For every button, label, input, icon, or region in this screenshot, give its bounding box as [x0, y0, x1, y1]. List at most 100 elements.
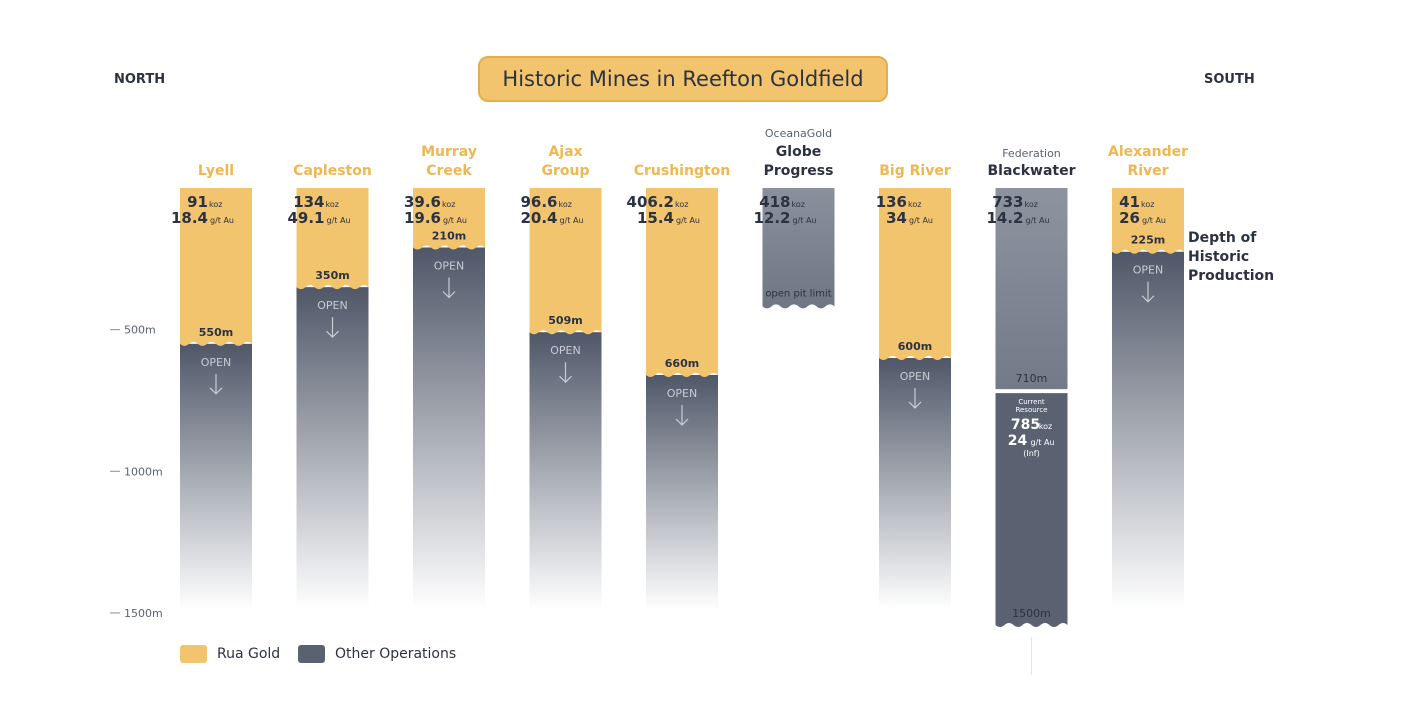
production-bar-alexander-river [1112, 188, 1184, 254]
grade-unit-crushington: g/t Au [676, 216, 700, 225]
y-tick-label-1: 1000m [124, 465, 163, 478]
mine-name-blackwater: Blackwater [988, 163, 1076, 179]
resource-grade-blackwater: 24 [1008, 433, 1028, 449]
y-tick-label-2: 1500m [124, 607, 163, 620]
resource-note-blackwater: (Inf) [1023, 449, 1040, 458]
grade-unit-murray-creek: g/t Au [443, 216, 467, 225]
depth-label-lyell: 550m [199, 326, 233, 339]
legend-swatch-other-operations [298, 645, 325, 663]
mine-name-murray-creek: Creek [426, 163, 472, 179]
production-bar-capleston [296, 188, 369, 290]
koz-unit-big-river: koz [908, 200, 921, 209]
depth-note-line-1: Historic [1188, 249, 1249, 265]
koz-value-globe-progress: 418 [759, 193, 790, 211]
grade-value-big-river: 34 [886, 209, 907, 227]
production-bar-murray-creek [413, 188, 485, 250]
open-label-murray-creek: OPEN [434, 259, 464, 272]
resource-grade-unit-blackwater: g/t Au [1031, 438, 1055, 447]
koz-unit-crushington: koz [675, 200, 688, 209]
grade-unit-lyell: g/t Au [210, 216, 234, 225]
koz-value-murray-creek: 39.6 [404, 193, 441, 211]
koz-value-crushington: 406.2 [627, 193, 674, 211]
depth-note-line-0: Depth of [1188, 230, 1257, 246]
production-bar-ajax-group [529, 188, 602, 335]
depth-label-big-river: 600m [898, 340, 932, 353]
mine-name-murray-creek: Murray [421, 144, 477, 160]
koz-unit-blackwater: koz [1025, 200, 1038, 209]
south-label: SOUTH [1204, 72, 1255, 87]
depth-label-blackwater: 710m [1016, 372, 1048, 385]
mine-name-globe-progress: Progress [764, 163, 834, 179]
grade-value-ajax-group: 20.4 [520, 209, 557, 227]
mine-name-alexander-river: Alexander [1108, 144, 1188, 160]
grade-unit-alexander-river: g/t Au [1142, 216, 1166, 225]
grade-unit-ajax-group: g/t Au [560, 216, 584, 225]
open-column-murray-creek [413, 247, 485, 611]
y-tick-label-0: 500m [124, 324, 156, 337]
koz-value-ajax-group: 96.6 [520, 193, 557, 211]
legend-label-other-operations: Other Operations [335, 646, 457, 662]
legend-swatch-rua-gold [180, 645, 207, 663]
grade-value-lyell: 18.4 [171, 209, 208, 227]
koz-unit-alexander-river: koz [1141, 200, 1154, 209]
mine-name-globe-progress: Globe [776, 144, 821, 160]
open-arrow-alexander-river [1141, 281, 1155, 303]
grade-unit-big-river: g/t Au [909, 216, 933, 225]
open-arrow-big-river [908, 387, 922, 409]
mine-name-crushington: Crushington [634, 163, 731, 179]
production-bar-lyell [180, 188, 252, 346]
chart-title-text: Historic Mines in Reefton Goldfield [502, 67, 864, 91]
north-label: NORTH [114, 72, 166, 87]
grade-value-crushington: 15.4 [637, 209, 674, 227]
open-column-alexander-river [1112, 251, 1184, 610]
open-label-big-river: OPEN [900, 370, 930, 383]
open-arrow-capleston [326, 317, 339, 339]
open-label-ajax-group: OPEN [550, 344, 580, 357]
koz-unit-capleston: koz [326, 200, 339, 209]
resource-depth-label-blackwater: 1500m [1012, 607, 1051, 620]
legend-item-rua-gold: Rua Gold [180, 645, 280, 663]
koz-unit-globe-progress: koz [792, 200, 805, 209]
legend-label-rua-gold: Rua Gold [217, 646, 281, 662]
koz-value-lyell: 91 [187, 193, 208, 211]
production-bar-big-river [879, 188, 951, 360]
koz-value-big-river: 136 [876, 193, 907, 211]
koz-unit-murray-creek: koz [442, 200, 455, 209]
production-bar-globe-progress [762, 188, 835, 309]
grade-unit-capleston: g/t Au [327, 216, 351, 225]
resource-label-blackwater: Current [1018, 398, 1045, 406]
grade-unit-globe-progress: g/t Au [793, 216, 817, 225]
depth-label-ajax-group: 509m [548, 314, 582, 327]
depth-note-line-2: Production [1188, 268, 1274, 284]
depth-label-alexander-river: 225m [1131, 234, 1165, 247]
open-label-crushington: OPEN [667, 387, 697, 400]
grade-value-capleston: 49.1 [287, 209, 324, 227]
mine-name-ajax-group: Ajax [548, 144, 582, 160]
depth-label-murray-creek: 210m [432, 229, 466, 242]
grade-unit-blackwater: g/t Au [1026, 216, 1050, 225]
open-arrow-crushington [675, 404, 689, 426]
mine-owner-globe-progress: OceanaGold [765, 127, 832, 140]
open-column-capleston [296, 287, 369, 610]
open-arrow-ajax-group [559, 362, 572, 384]
production-bar-blackwater [995, 188, 1068, 390]
grade-value-globe-progress: 12.2 [753, 209, 790, 227]
mine-name-ajax-group: Group [541, 163, 589, 179]
legend-item-other-operations: Other Operations [298, 645, 456, 663]
resource-label-blackwater: Resource [1015, 406, 1047, 414]
koz-unit-lyell: koz [209, 200, 222, 209]
koz-unit-ajax-group: koz [559, 200, 572, 209]
mine-name-big-river: Big River [879, 163, 951, 179]
grade-value-blackwater: 14.2 [986, 209, 1023, 227]
production-bar-crushington [646, 188, 718, 377]
grade-value-alexander-river: 26 [1119, 209, 1140, 227]
resource-bar-blackwater [995, 393, 1068, 627]
depth-label-capleston: 350m [315, 269, 349, 282]
open-label-lyell: OPEN [201, 356, 231, 369]
open-label-alexander-river: OPEN [1133, 264, 1163, 277]
mine-name-alexander-river: River [1127, 163, 1168, 179]
open-arrow-lyell [209, 373, 223, 395]
mine-name-capleston: Capleston [293, 163, 372, 179]
mine-owner-blackwater: Federation [1002, 147, 1061, 160]
